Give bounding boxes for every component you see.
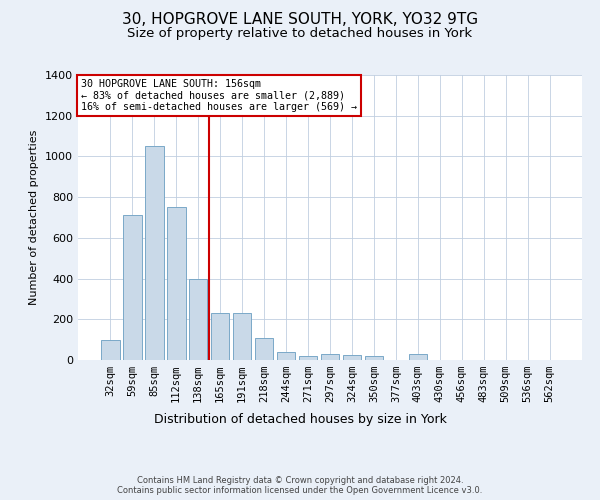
Y-axis label: Number of detached properties: Number of detached properties xyxy=(29,130,40,305)
Bar xyxy=(233,313,251,360)
Bar xyxy=(211,313,229,360)
Bar xyxy=(277,352,295,360)
Bar xyxy=(167,208,185,360)
Text: 30 HOPGROVE LANE SOUTH: 156sqm
← 83% of detached houses are smaller (2,889)
16% : 30 HOPGROVE LANE SOUTH: 156sqm ← 83% of … xyxy=(80,80,356,112)
Bar xyxy=(320,354,340,360)
Bar xyxy=(365,356,383,360)
Text: Distribution of detached houses by size in York: Distribution of detached houses by size … xyxy=(154,412,446,426)
Text: Contains HM Land Registry data © Crown copyright and database right 2024.
Contai: Contains HM Land Registry data © Crown c… xyxy=(118,476,482,495)
Bar xyxy=(145,146,164,360)
Bar xyxy=(101,340,119,360)
Text: Size of property relative to detached houses in York: Size of property relative to detached ho… xyxy=(127,28,473,40)
Bar xyxy=(255,338,274,360)
Bar xyxy=(299,356,317,360)
Bar xyxy=(343,355,361,360)
Bar xyxy=(189,278,208,360)
Bar xyxy=(123,216,142,360)
Bar xyxy=(409,354,427,360)
Text: 30, HOPGROVE LANE SOUTH, YORK, YO32 9TG: 30, HOPGROVE LANE SOUTH, YORK, YO32 9TG xyxy=(122,12,478,28)
